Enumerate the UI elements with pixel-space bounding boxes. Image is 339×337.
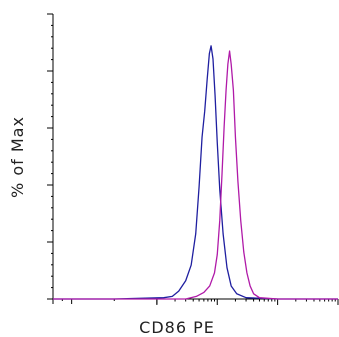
series-layer <box>53 45 338 300</box>
series-line-2 <box>53 50 338 300</box>
x-axis-title: CD86 PE <box>139 318 215 337</box>
axis-ticks <box>47 13 339 305</box>
y-axis-title: % of Max <box>8 116 27 198</box>
series-line-1 <box>53 45 338 300</box>
